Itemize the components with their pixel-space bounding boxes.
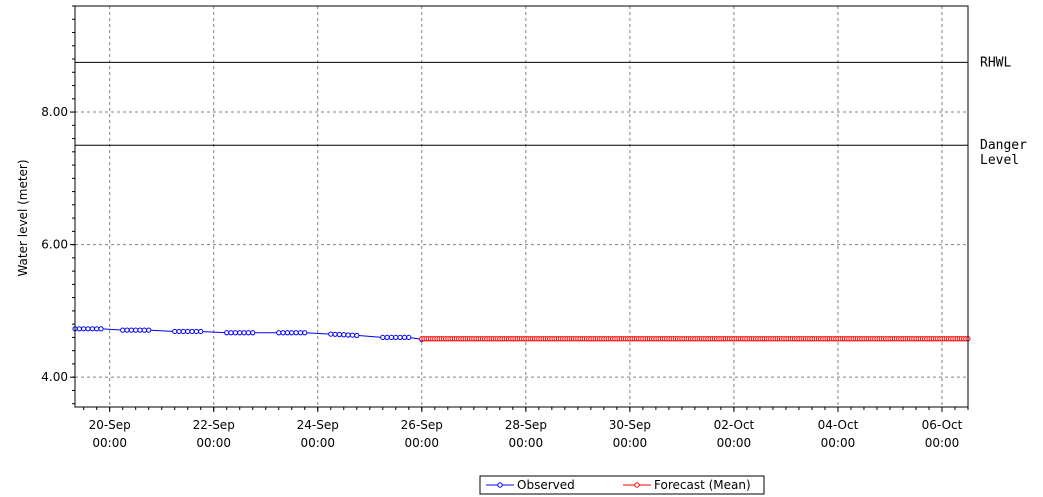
observed-point bbox=[224, 330, 230, 336]
observed-point bbox=[137, 327, 143, 333]
x-tick-label-time: 00:00 bbox=[613, 436, 648, 450]
x-tick-label-date: 02-Oct bbox=[714, 418, 755, 432]
series-layer bbox=[72, 326, 971, 342]
observed-point bbox=[302, 330, 308, 336]
observed-point bbox=[401, 334, 408, 341]
observed-point bbox=[380, 334, 386, 341]
observed-point bbox=[276, 330, 282, 336]
observed-point bbox=[133, 327, 139, 333]
x-tick-label-time: 00:00 bbox=[821, 436, 856, 450]
observed-point bbox=[237, 330, 243, 336]
x-tick-label-time: 00:00 bbox=[509, 436, 544, 450]
observed-point bbox=[336, 331, 343, 338]
observed-point bbox=[141, 327, 147, 333]
legend-observed-label: Observed bbox=[517, 478, 575, 492]
observed-point bbox=[120, 327, 126, 333]
grid-lines bbox=[75, 6, 968, 407]
observed-point bbox=[76, 326, 82, 332]
observed-point bbox=[406, 334, 412, 341]
observed-point bbox=[85, 326, 91, 332]
x-tick-label-time: 00:00 bbox=[92, 436, 127, 450]
x-tick-label-date: 28-Sep bbox=[505, 418, 547, 432]
observed-point bbox=[284, 330, 291, 336]
y-tick-label: 8.00 bbox=[41, 105, 68, 119]
observed-point bbox=[384, 334, 390, 341]
observed-point bbox=[193, 328, 199, 335]
observed-point bbox=[232, 330, 238, 336]
observed-point bbox=[293, 330, 299, 336]
legend-forecast-marker bbox=[634, 482, 640, 488]
observed-point bbox=[297, 330, 304, 336]
reference-line-label: Danger bbox=[980, 138, 1027, 153]
observed-point bbox=[189, 328, 195, 335]
x-tick-label-date: 30-Sep bbox=[609, 418, 651, 432]
observed-point bbox=[89, 326, 95, 332]
observed-point bbox=[98, 326, 104, 332]
observed-point bbox=[328, 331, 334, 337]
observed-point bbox=[94, 326, 100, 332]
x-tick-label-date: 04-Oct bbox=[818, 418, 859, 432]
observed-point bbox=[250, 330, 256, 336]
x-tick-label-date: 06-Oct bbox=[922, 418, 963, 432]
x-tick-label-date: 24-Sep bbox=[297, 418, 339, 432]
x-tick-label-time: 00:00 bbox=[717, 436, 752, 450]
observed-point bbox=[393, 334, 399, 341]
observed-point bbox=[289, 330, 295, 336]
y-axis-label: Water level (meter) bbox=[16, 159, 30, 276]
legend-forecast-label: Forecast (Mean) bbox=[654, 478, 751, 492]
observed-point bbox=[172, 328, 178, 335]
observed-point bbox=[280, 330, 286, 336]
y-tick-label: 4.00 bbox=[41, 370, 68, 384]
legend-observed-marker bbox=[497, 482, 503, 488]
observed-point bbox=[185, 328, 191, 335]
x-tick-label-date: 22-Sep bbox=[193, 418, 235, 432]
observed-point bbox=[198, 328, 204, 335]
legend-box bbox=[479, 475, 765, 495]
y-tick-label: 6.00 bbox=[41, 238, 68, 252]
observed-point bbox=[176, 328, 182, 335]
observed-point bbox=[341, 332, 347, 338]
observed-point bbox=[81, 326, 87, 332]
observed-point bbox=[245, 330, 251, 336]
x-tick-label-date: 26-Sep bbox=[401, 418, 443, 432]
x-tick-label-date: 20-Sep bbox=[89, 418, 131, 432]
plot-area-frame bbox=[74, 5, 969, 408]
reference-line-label: Level bbox=[980, 153, 1019, 168]
x-tick-label-time: 00:00 bbox=[300, 436, 335, 450]
observed-point bbox=[180, 328, 186, 335]
observed-point bbox=[354, 332, 360, 339]
observed-point bbox=[241, 330, 247, 336]
observed-point bbox=[345, 332, 351, 338]
legend-entry-forecast: Forecast (Mean) bbox=[623, 478, 751, 492]
observed-point bbox=[349, 332, 356, 338]
x-tick-label-time: 00:00 bbox=[404, 436, 439, 450]
legend: Observed Forecast (Mean) bbox=[479, 475, 765, 495]
observed-point bbox=[332, 331, 338, 337]
observed-point bbox=[124, 327, 130, 333]
axes: 4.00 6.00 8.00 20-Sep 00:00 22-Sep 00:00 24-Sep… bbox=[41, 5, 969, 450]
x-tick-label-time: 00:00 bbox=[925, 436, 960, 450]
observed-point bbox=[128, 327, 134, 333]
observed-point bbox=[397, 334, 403, 341]
observed-point bbox=[146, 327, 152, 333]
legend-entry-observed: Observed bbox=[486, 478, 575, 492]
reference-line-label: RHWL bbox=[980, 55, 1011, 70]
x-tick-label-time: 00:00 bbox=[196, 436, 231, 450]
observed-point bbox=[388, 334, 395, 341]
observed-point bbox=[228, 330, 234, 336]
